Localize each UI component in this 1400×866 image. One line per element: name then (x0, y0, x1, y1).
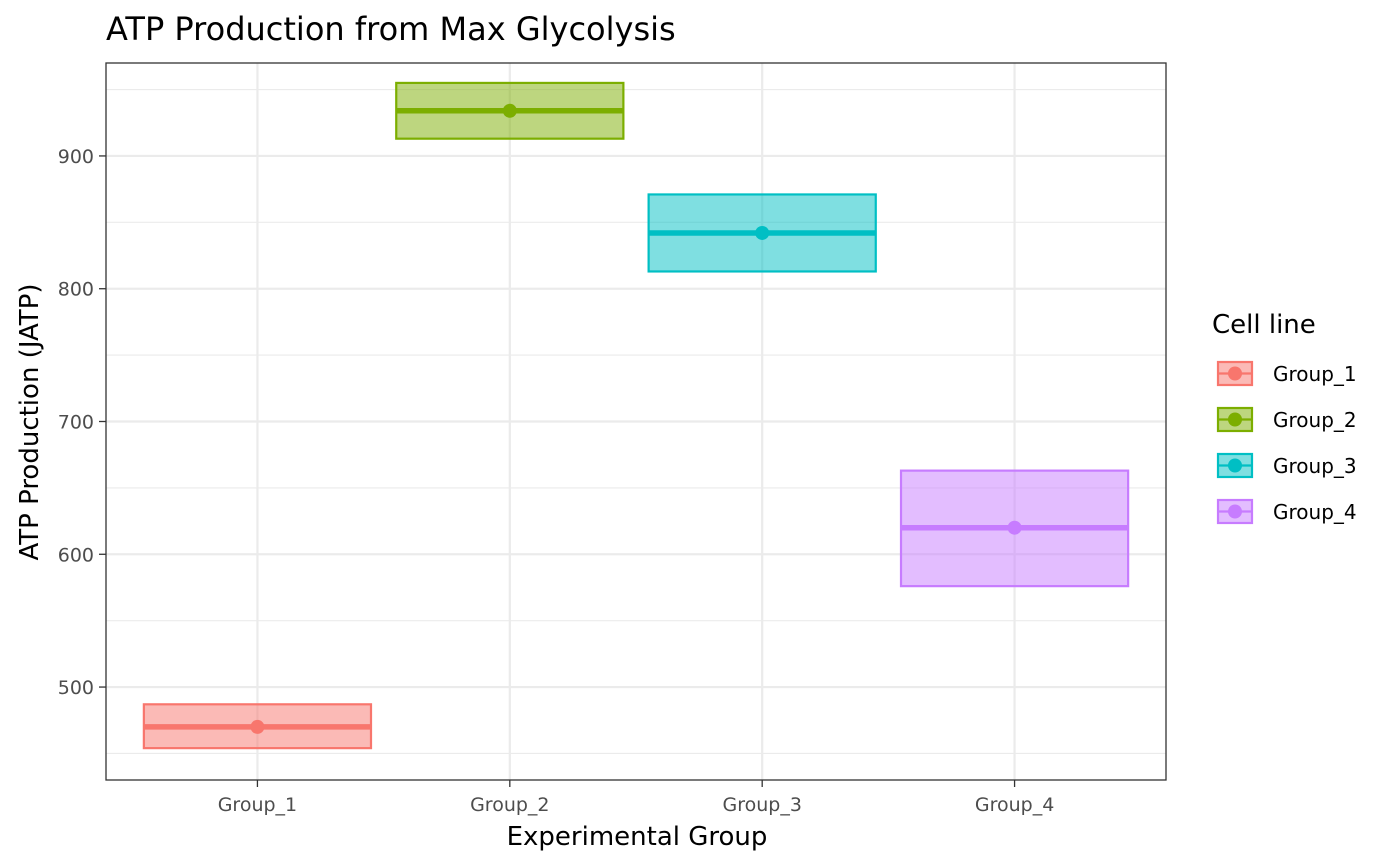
mean-point (755, 225, 770, 240)
legend-key-point (1228, 366, 1242, 381)
y-tick-label: 700 (58, 412, 94, 434)
y-tick-label: 800 (58, 279, 94, 301)
crossbar-group-1 (142, 703, 373, 750)
legend-item: Group_3 (1216, 452, 1357, 479)
legend-key-point (1228, 504, 1242, 519)
crossbars (142, 81, 1130, 750)
y-tick-label: 900 (58, 146, 94, 168)
crossbar-group-3 (647, 193, 877, 273)
major-gridlines (106, 63, 1166, 780)
y-tick-label: 600 (58, 544, 94, 566)
legend-item: Group_4 (1216, 498, 1357, 525)
legend-key-point (1228, 412, 1242, 427)
legend-label: Group_4 (1273, 500, 1357, 524)
x-axis-ticks: Group_1 Group_2 Group_3 Group_4 (218, 780, 1054, 816)
chart-title: ATP Production from Max Glycolysis (106, 10, 676, 48)
legend-item: Group_2 (1216, 406, 1357, 433)
mean-point (502, 103, 517, 118)
legend-key-point (1228, 458, 1242, 473)
legend-label: Group_3 (1273, 454, 1357, 478)
legend-title: Cell line (1212, 310, 1316, 340)
x-tick-label: Group_2 (470, 794, 549, 816)
legend-label: Group_2 (1273, 408, 1357, 432)
y-axis-ticks: 500 600 700 800 900 (58, 146, 106, 699)
x-tick-label: Group_1 (218, 794, 297, 816)
minor-gridlines (106, 89, 1166, 754)
x-tick-label: Group_4 (975, 794, 1054, 816)
x-axis-title: Experimental Group (507, 822, 768, 852)
y-axis-title: ATP Production (JATP) (15, 283, 45, 560)
mean-point (1007, 520, 1022, 535)
crossbar-group-2 (395, 81, 625, 140)
legend-item: Group_1 (1216, 360, 1357, 387)
mean-point (250, 719, 265, 734)
legend-label: Group_1 (1273, 362, 1357, 386)
x-tick-label: Group_3 (722, 794, 801, 816)
legend: Cell line Group_1 Group_2 Group_3 Group_4 (1212, 310, 1357, 525)
crossbar-group-4 (899, 469, 1130, 588)
y-tick-label: 500 (58, 677, 94, 699)
